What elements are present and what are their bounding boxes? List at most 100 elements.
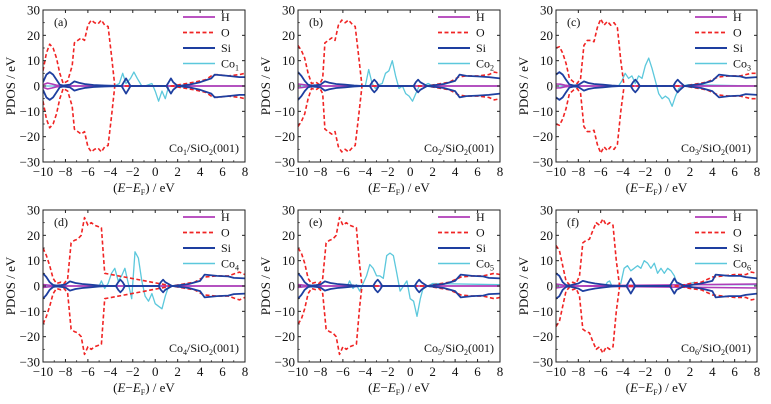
y-axis-title: PDOS / eV [516,56,531,115]
series-si-up [298,272,500,287]
series-o-up [43,19,245,87]
plot-area [298,216,500,356]
annot-sub: 2 [209,148,213,157]
annot-text: (001) [468,141,494,155]
x-tick-label: 8 [497,364,504,379]
panel-label: (f) [567,215,579,229]
annot-sub: 2 [721,148,725,157]
x-tick-label: 8 [497,164,504,179]
x-tick-label: −2 [126,164,140,179]
x-axis-unit: ) / eV [658,380,688,395]
series-si-up [43,71,245,87]
panel-label: (d) [54,215,68,229]
legend-label-si: Si [476,241,487,255]
y-tick-label: −10 [20,304,40,319]
y-axis-title: PDOS / eV [516,256,531,315]
y-axis-title: PDOS / eV [258,56,273,115]
y-tick-label: 0 [547,279,554,294]
x-tick-label: −4 [103,164,117,179]
legend-label-o: O [476,26,485,40]
x-tick-label: −10 [33,164,53,179]
x-tick-label: −2 [381,364,395,379]
legend-label-h: H [733,210,742,224]
y-tick-label: 10 [540,253,553,268]
x-tick-label: −2 [381,164,395,179]
y-tick-label: −20 [20,329,40,344]
annot-sub: 1 [183,148,187,157]
annot-text: (001) [725,341,751,355]
y-tick-label: 20 [282,228,295,243]
legend-label-h: H [476,210,485,224]
x-tick-label: −6 [336,164,350,179]
series-co3-up [556,57,757,107]
y-tick-label: 20 [27,28,40,43]
series-o-down [298,85,500,153]
x-tick-label: −6 [594,364,608,379]
legend-label-si: Si [221,41,232,55]
x-axis-var: E [132,380,141,395]
x-axis-sub: F [396,388,401,397]
panel-label: (e) [309,215,322,229]
legend-label-o: O [221,26,230,40]
x-tick-label: 4 [452,164,459,179]
x-tick-label: 2 [687,364,694,379]
legend-sub: 2 [490,64,494,73]
y-axis-title: PDOS / eV [3,56,18,115]
y-tick-label: 20 [27,228,40,243]
x-tick-label: −8 [571,164,585,179]
y-tick-label: −10 [275,304,295,319]
annot-sub: 4 [183,348,187,357]
x-tick-label: 2 [429,164,436,179]
series-co4-up [43,251,245,310]
system-annotation: Co6/SiO2(001) [681,341,751,357]
legend-label-si: Si [733,241,744,255]
x-axis-sub: F [653,188,658,197]
legend-label-o: O [476,226,485,240]
y-tick-label: −20 [533,329,553,344]
x-axis-var: E [644,180,653,195]
y-tick-label: −20 [275,329,295,344]
x-tick-label: −2 [638,364,652,379]
y-tick-label: −30 [533,355,553,370]
x-axis-var: E [132,180,141,195]
x-axis-title: (E−EF) / eV [368,380,430,397]
annot-sub: 2 [464,148,468,157]
system-annotation: Co5/SiO2(001) [424,341,494,357]
annot-text: /SiO [699,141,721,155]
x-tick-label: 4 [709,164,716,179]
legend-sub: 5 [490,264,494,273]
series-si-down [43,285,245,300]
x-axis-var: E [372,380,381,395]
y-tick-label: 10 [282,253,295,268]
y-tick-label: 10 [27,53,40,68]
system-annotation: Co1/SiO2(001) [169,141,239,157]
legend-label-co: Co5 [476,257,494,273]
x-axis-title: (E−EF) / eV [626,180,688,197]
y-tick-label: 0 [34,279,41,294]
x-tick-label: 6 [219,364,226,379]
x-tick-label: 2 [174,164,181,179]
y-tick-label: 30 [282,3,295,18]
annot-text: /SiO [699,341,721,355]
legend-label-si: Si [476,41,487,55]
x-axis-var: E [644,380,653,395]
series-si-down [43,85,245,101]
y-tick-label: 30 [282,203,295,218]
legend-label-co: Co1 [221,57,239,73]
legend-label-co: Co6 [733,257,751,273]
series-si-up [556,272,757,287]
y-tick-label: −10 [275,104,295,119]
x-axis-unit: ) / eV [400,380,430,395]
x-tick-label: −8 [59,364,73,379]
plot-area [43,19,245,153]
annot-text: /SiO [187,341,209,355]
y-tick-label: 30 [27,3,40,18]
x-tick-label: 0 [664,164,671,179]
x-tick-label: −10 [33,364,53,379]
y-tick-label: 30 [540,3,553,18]
y-tick-label: 0 [34,79,41,94]
